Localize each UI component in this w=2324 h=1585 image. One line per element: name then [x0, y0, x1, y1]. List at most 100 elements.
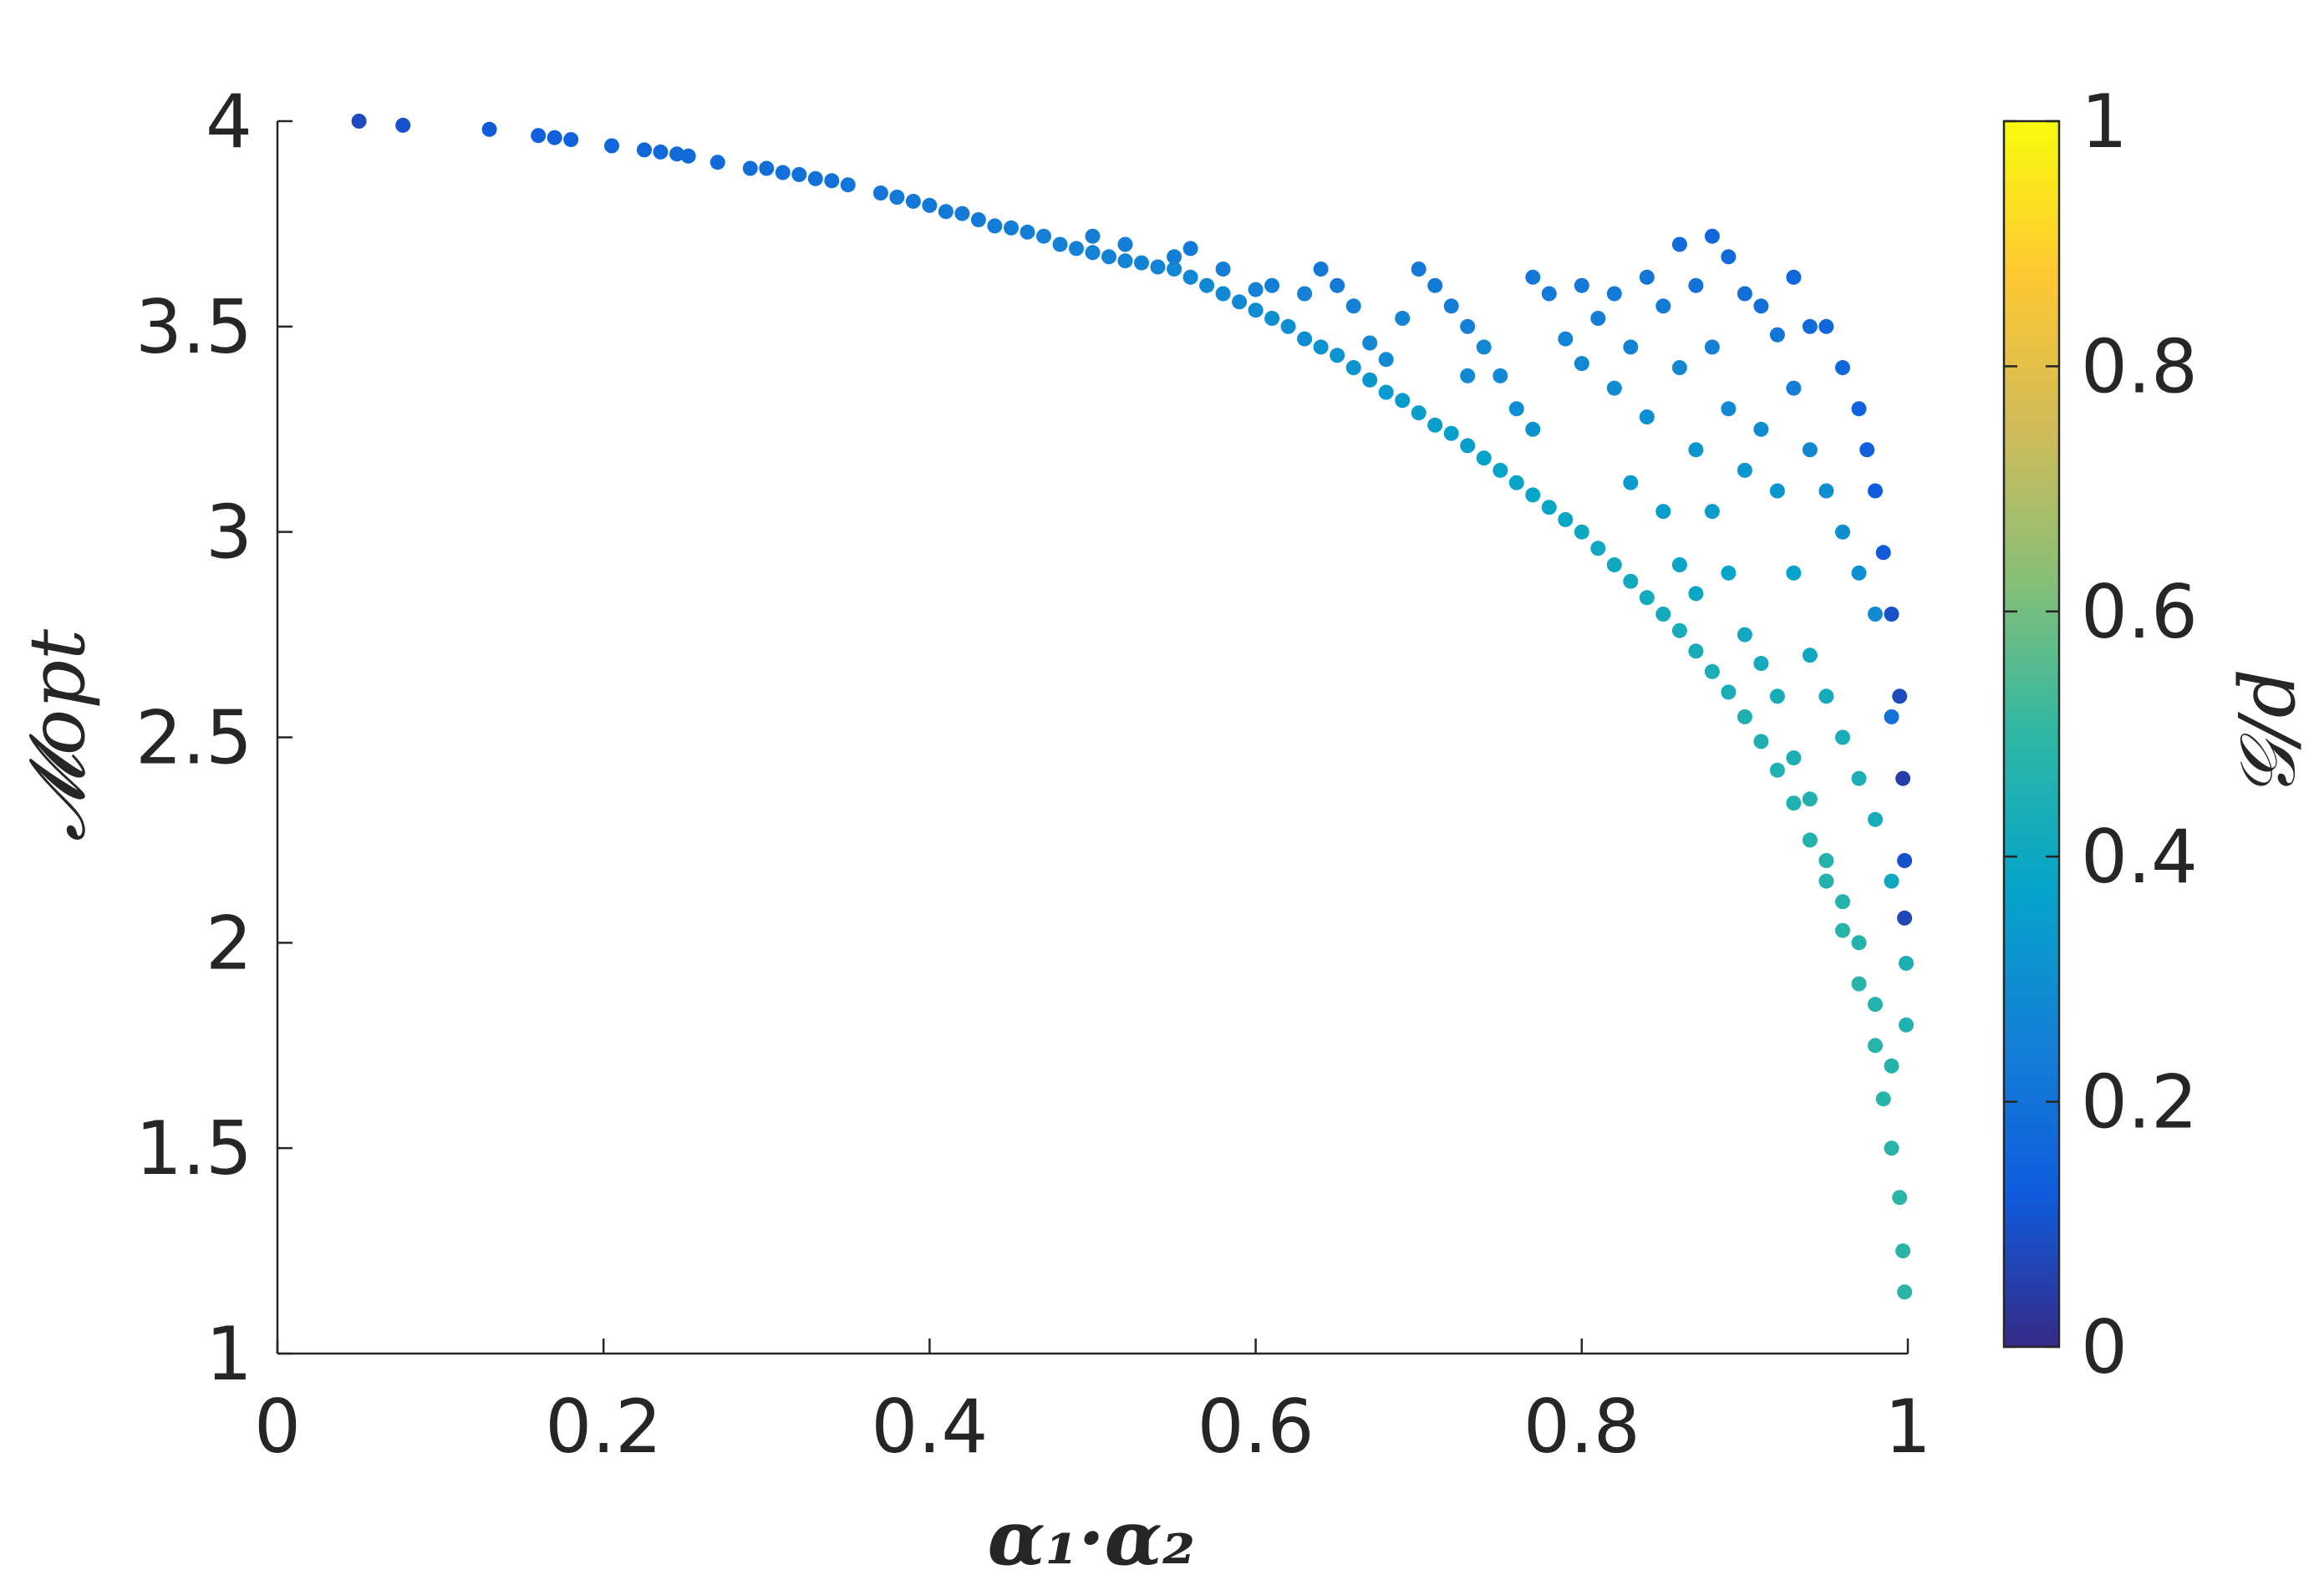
scatter-point [1182, 241, 1198, 257]
scatter-point [1590, 541, 1606, 556]
scatter-point [1476, 339, 1492, 355]
scatter-point [1395, 393, 1411, 409]
scatter-point [1574, 356, 1589, 372]
scatter-point [351, 114, 367, 129]
scatter-point [1704, 504, 1720, 520]
scatter-point [1606, 380, 1622, 396]
scatter-point [742, 160, 758, 176]
scatter-point [1868, 997, 1883, 1013]
scatter-point [1117, 236, 1133, 252]
scatter-point [1737, 627, 1752, 643]
scatter-point [759, 160, 775, 176]
scatter-point [1508, 401, 1524, 417]
y-axis-ticks: 1 1.5 2 2.5 3 3.5 4 [135, 79, 292, 1397]
scatter-point [840, 177, 856, 193]
scatter-point [1688, 643, 1704, 659]
scatter-point [1493, 368, 1508, 384]
scatter-point [1704, 663, 1720, 679]
colorbar-tick-label: 0.8 [2081, 323, 2198, 409]
scatter-point [1297, 286, 1313, 302]
scatter-point [1884, 709, 1899, 724]
scatter-point [1835, 922, 1850, 938]
colorbar-bar [2002, 119, 2061, 1349]
scatter-point [1150, 259, 1166, 275]
colorbar-tick-label: 0.6 [2081, 569, 2198, 655]
scatter-point [1868, 483, 1883, 499]
scatter-point [1167, 249, 1182, 265]
scatter-point [1884, 1140, 1899, 1156]
scatter-point [1264, 311, 1280, 326]
scatter-point [1818, 688, 1834, 704]
scatter-point [1704, 228, 1720, 244]
scatter-point [1639, 590, 1655, 606]
scatter-point [1395, 311, 1411, 326]
scatter-point [1541, 286, 1557, 302]
scatter-point [1199, 277, 1215, 293]
colorbar: 0 0.2 0.4 0.6 0.8 1 𝒢/d [2002, 79, 2312, 1390]
scatter-point [1362, 335, 1378, 351]
scatter-point [1182, 269, 1198, 285]
scatter-point [1769, 688, 1785, 704]
scatter-point [1786, 565, 1802, 581]
scatter-point [1541, 500, 1557, 516]
scatter-point [669, 146, 684, 162]
scatter-point [1085, 228, 1101, 244]
scatter-point [1558, 331, 1574, 347]
scatter-point [1868, 1038, 1883, 1054]
scatter-point [1232, 294, 1248, 310]
scatter-point [1313, 262, 1329, 277]
colorbar-tick-label: 0.4 [2081, 814, 2198, 900]
scatter-point [653, 144, 669, 160]
scatter-point [637, 142, 652, 158]
x-tick-label: 0.2 [545, 1384, 662, 1470]
y-tick-label: 4 [206, 79, 252, 165]
colorbar-tick-label: 0.2 [2081, 1059, 2198, 1146]
scatter-point [1884, 873, 1899, 889]
scatter-point [395, 117, 411, 133]
scatter-point [1818, 483, 1834, 499]
scatter-point [1802, 318, 1818, 334]
scatter-point [1851, 401, 1867, 417]
scatter-point [905, 193, 921, 209]
scatter-point [791, 166, 807, 182]
scatter-point [1802, 648, 1818, 663]
scatter-point [1460, 368, 1476, 384]
scatter-point [1558, 511, 1574, 527]
scatter-point [1671, 622, 1687, 638]
scatter-point [1101, 249, 1116, 265]
scatter-point [1753, 734, 1769, 749]
scatter-point [1802, 442, 1818, 458]
x-tick-label: 0.4 [871, 1384, 988, 1470]
scatter-point [1525, 487, 1541, 503]
scatter-point [1248, 282, 1264, 297]
scatter-point [1875, 1091, 1891, 1107]
scatter-point [1884, 607, 1899, 622]
scatter-point [1330, 348, 1345, 363]
scatter-point [1851, 770, 1867, 786]
x-tick-label: 0.8 [1523, 1384, 1640, 1470]
scatter-point [1345, 298, 1361, 314]
scatter-point [1525, 421, 1541, 437]
scatter-point [1508, 475, 1524, 490]
scatter-point [889, 190, 905, 205]
scatter-point [1655, 504, 1671, 520]
x-tick-label: 0 [254, 1384, 301, 1470]
scatter-point [1036, 228, 1051, 244]
colorbar-tick-label: 1 [2081, 79, 2128, 165]
scatter-point [1443, 425, 1459, 441]
scatter-point [1378, 384, 1394, 400]
scatter-point [1688, 442, 1704, 458]
scatter-point [872, 185, 888, 201]
scatter-point [1117, 253, 1133, 269]
colorbar-ticks: 0 0.2 0.4 0.6 0.8 1 [2004, 79, 2198, 1390]
scatter-point [1875, 545, 1891, 561]
scatter-point [807, 170, 823, 186]
scatter-point [970, 212, 986, 227]
y-tick-label: 3 [206, 490, 252, 576]
scatter-point [1362, 372, 1378, 388]
scatter-point [987, 218, 1003, 234]
scatter-point [1899, 1017, 1914, 1033]
scatter-point [954, 206, 970, 221]
scatter-point [1297, 331, 1313, 347]
